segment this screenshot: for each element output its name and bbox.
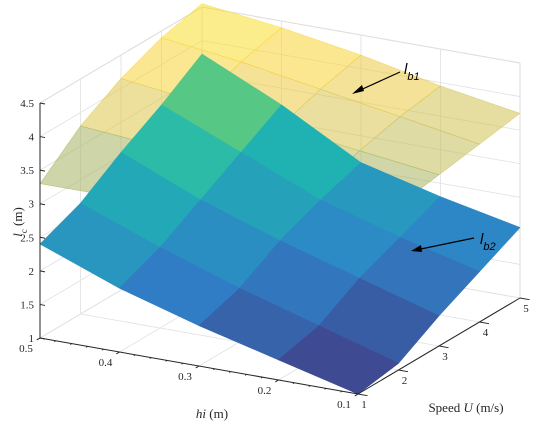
z-tick <box>39 236 46 239</box>
y-minor-tick <box>117 351 120 354</box>
z-tick-label: 1.5 <box>20 299 34 311</box>
y-tick-label: 0.3 <box>178 371 192 383</box>
y-minor-tick <box>228 371 232 373</box>
y-minor-tick <box>276 379 279 382</box>
tick-marks <box>36 102 530 397</box>
annotation-lb2: lb2 <box>411 231 496 253</box>
z-tick <box>39 270 46 273</box>
surface-patch <box>277 325 400 395</box>
x-tick <box>398 369 409 373</box>
z-tick <box>39 203 46 206</box>
y-minor-tick <box>324 388 327 390</box>
x-tick-label: 5 <box>523 303 529 315</box>
z-tick <box>39 102 46 105</box>
y-minor-tick <box>181 362 184 365</box>
z-tick-label: 3.5 <box>20 165 34 177</box>
x-tick <box>479 321 490 325</box>
z-tick-label: 4.5 <box>20 98 34 110</box>
z-tick-label: 2 <box>29 266 35 278</box>
x-tick-label: 1 <box>361 399 367 411</box>
y-tick-label: 0.5 <box>19 343 33 355</box>
x-tick <box>438 345 449 349</box>
y-minor-tick <box>54 340 57 343</box>
z-axis-label: lc (m) <box>10 207 29 237</box>
y-tick-label: 0.1 <box>337 399 351 411</box>
y-minor-tick <box>292 382 295 385</box>
z-tick-label: 1 <box>29 333 35 345</box>
x-axis-label: Speed U (m/s) <box>428 400 503 415</box>
annotation-lb1-arrowhead <box>352 85 364 94</box>
annotation-lb1-label: lb1 <box>404 61 420 83</box>
x-tick <box>357 393 368 397</box>
z-tick-label: 3 <box>29 199 35 211</box>
y-minor-tick <box>85 346 88 348</box>
grid-line-wall-x-z <box>201 6 521 64</box>
x-tick <box>519 297 530 301</box>
y-minor-tick <box>133 354 136 357</box>
x-tick-label: 3 <box>442 351 448 363</box>
annotation-lb2-label: lb2 <box>480 231 496 253</box>
y-minor-tick <box>308 385 311 387</box>
surface-lb2 <box>39 53 521 395</box>
surfaces <box>39 3 521 395</box>
y-minor-tick <box>260 376 263 379</box>
y-minor-tick <box>149 357 152 359</box>
x-tick-label: 2 <box>402 375 408 387</box>
y-minor-tick <box>165 360 168 362</box>
y-minor-tick <box>197 365 200 368</box>
grid-line-wall-y-z <box>39 6 203 104</box>
z-tick-label: 4 <box>29 132 35 144</box>
y-minor-tick <box>356 393 359 396</box>
z-tick <box>39 169 46 172</box>
y-minor-tick <box>101 348 104 351</box>
y-axis-label: hi (m) <box>196 406 228 421</box>
y-minor-tick <box>244 374 247 376</box>
x-tick-label: 4 <box>483 327 489 339</box>
annotation-lb1-arrow <box>355 71 401 93</box>
y-minor-tick <box>340 390 343 393</box>
y-minor-tick <box>69 343 73 345</box>
z-tick <box>39 337 46 340</box>
z-tick-label: 2.5 <box>20 232 34 244</box>
z-tick <box>39 303 46 306</box>
annotation-lb2-arrowhead <box>411 245 422 252</box>
y-minor-tick <box>213 368 216 371</box>
y-tick-label: 0.4 <box>99 357 113 369</box>
y-minor-tick <box>38 337 41 340</box>
annotation-lb2-arrow <box>415 237 475 251</box>
annotation-lb1: lb1 <box>352 61 420 94</box>
y-tick-label: 0.2 <box>258 385 272 397</box>
z-tick <box>39 136 46 139</box>
